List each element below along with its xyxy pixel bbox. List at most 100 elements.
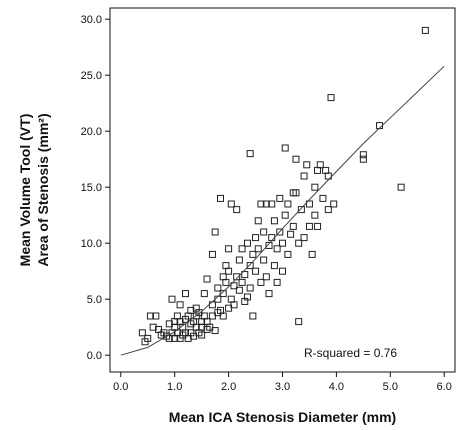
data-point (254, 245, 262, 253)
data-point (276, 228, 284, 236)
data-point (397, 183, 405, 191)
data-point (324, 206, 332, 214)
data-point (219, 290, 227, 298)
data-point (249, 250, 257, 258)
data-point (152, 312, 160, 320)
data-point (295, 239, 303, 247)
data-point (311, 211, 319, 219)
data-point (243, 239, 251, 247)
data-point (246, 284, 254, 292)
data-point (149, 323, 157, 331)
x-axis-title: Mean ICA Stenosis Diameter (mm) (169, 409, 396, 425)
data-point (211, 228, 219, 236)
data-point (324, 172, 332, 180)
data-point (222, 278, 230, 286)
data-point (314, 222, 322, 230)
data-point (330, 200, 338, 208)
data-point (359, 155, 367, 163)
data-point (257, 200, 265, 208)
data-point (219, 312, 227, 320)
r-squared-annotation: R-squared = 0.76 (304, 346, 397, 360)
data-point (260, 228, 268, 236)
data-point (230, 282, 238, 290)
data-point (233, 206, 241, 214)
data-point (297, 206, 305, 214)
data-point (265, 290, 273, 298)
x-tick-label: 5.0 (383, 381, 398, 393)
data-point (305, 200, 313, 208)
data-point (284, 200, 292, 208)
data-point (270, 262, 278, 270)
y-tick-label: 20.0 (81, 126, 102, 138)
x-tick-label: 6.0 (437, 381, 452, 393)
data-point (235, 256, 243, 264)
data-point (168, 295, 176, 303)
data-point (262, 200, 270, 208)
data-point (238, 278, 246, 286)
data-point (144, 334, 152, 342)
data-point (327, 94, 335, 102)
y-tick-label: 30.0 (81, 14, 102, 26)
data-point (233, 273, 241, 281)
y-tick-label: 10.0 (81, 238, 102, 250)
data-point (235, 286, 243, 294)
x-tick-label: 1.0 (167, 381, 182, 393)
data-point (279, 239, 286, 247)
data-point (300, 172, 308, 180)
x-axis-ticks: 0.0 1.0 2.0 3.0 4.0 5.0 6.0 (113, 372, 452, 393)
x-tick-label: 3.0 (275, 381, 290, 393)
data-point (254, 217, 262, 225)
data-point (262, 273, 270, 281)
y-axis-ticks: 0.0 5.0 10.0 15.0 20.0 25.0 30.0 (81, 14, 110, 362)
data-point (292, 189, 300, 197)
data-point (260, 256, 268, 264)
data-point (241, 271, 249, 279)
data-point (252, 234, 260, 242)
data-point (257, 278, 265, 286)
data-point (359, 151, 367, 159)
data-point (273, 245, 281, 253)
y-axis-title-line1: Mean Volume Tool (VT) (17, 114, 33, 267)
x-tick-label: 0.0 (113, 381, 128, 393)
y-tick-label: 25.0 (81, 70, 102, 82)
data-point (203, 275, 211, 283)
data-point (146, 312, 154, 320)
data-point (284, 250, 292, 258)
data-point (316, 161, 324, 169)
y-tick-label: 15.0 (81, 182, 102, 194)
x-tick-label: 4.0 (329, 381, 344, 393)
data-point (421, 26, 429, 34)
data-point (214, 284, 222, 292)
data-point (181, 290, 189, 298)
data-point (230, 301, 238, 309)
data-point (287, 230, 295, 238)
data-point (217, 194, 225, 202)
data-point (308, 250, 316, 258)
data-point (246, 150, 254, 158)
data-point (187, 306, 195, 314)
data-point (300, 234, 308, 242)
data-point (246, 262, 254, 270)
data-point (270, 217, 278, 225)
y-tick-label: 5.0 (87, 294, 102, 306)
x-tick-label: 2.0 (221, 381, 236, 393)
data-point (289, 222, 297, 230)
data-point (238, 245, 246, 253)
data-point (138, 329, 146, 337)
data-point (279, 267, 286, 275)
data-point (303, 161, 311, 169)
data-point (276, 194, 284, 202)
data-point (227, 200, 235, 208)
data-point (265, 241, 273, 249)
data-point (211, 327, 219, 335)
data-point (281, 211, 289, 219)
data-point (305, 222, 313, 230)
y-axis-title-line2: Area of Stenosis (mm²) (35, 113, 51, 266)
data-point (292, 155, 300, 163)
data-point (225, 267, 233, 275)
data-point (243, 293, 251, 301)
data-point (268, 200, 276, 208)
data-point (198, 323, 206, 331)
data-point (311, 183, 319, 191)
